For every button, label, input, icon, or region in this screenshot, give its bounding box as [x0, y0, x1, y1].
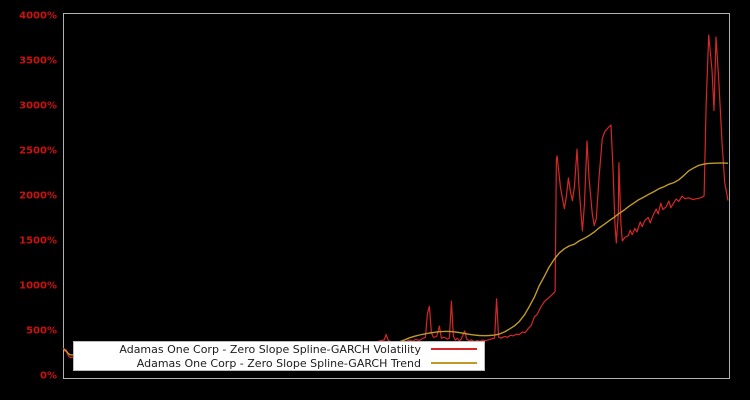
legend-item-trend: Adamas One Corp - Zero Slope Spline-GARC…: [74, 356, 484, 370]
y-tick-label: 0%: [40, 370, 57, 382]
legend-item-volatility: Adamas One Corp - Zero Slope Spline-GARC…: [74, 342, 484, 356]
y-tick-label: 1000%: [19, 280, 57, 292]
series-line-trend: [63, 162, 729, 356]
legend-label-trend: Adamas One Corp - Zero Slope Spline-GARC…: [136, 356, 421, 370]
y-tick-label: 3000%: [19, 100, 57, 112]
y-tick-label: 500%: [26, 325, 57, 337]
legend-line-sample-trend: [431, 362, 477, 364]
legend: Adamas One Corp - Zero Slope Spline-GARC…: [73, 341, 485, 371]
y-tick-label: 4000%: [19, 10, 57, 22]
series-line-volatility: [62, 34, 729, 359]
y-tick-label: 1500%: [19, 235, 57, 247]
y-tick-label: 2000%: [19, 190, 57, 202]
legend-line-sample-volatility: [431, 348, 477, 350]
y-tick-label: 3500%: [19, 55, 57, 67]
legend-label-volatility: Adamas One Corp - Zero Slope Spline-GARC…: [119, 342, 421, 356]
y-tick-label: 2500%: [19, 145, 57, 157]
